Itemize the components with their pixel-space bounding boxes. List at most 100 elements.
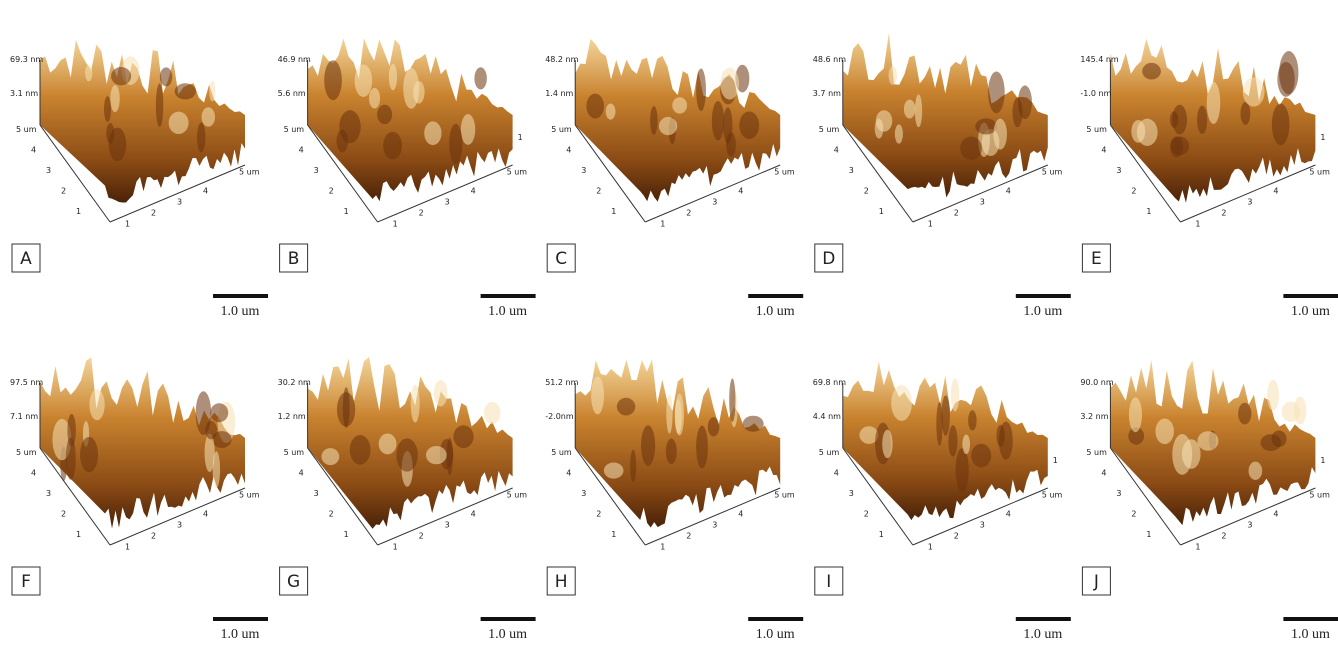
y-tick-label: 4 xyxy=(31,146,36,155)
surface-peak xyxy=(355,64,373,96)
surface-peak xyxy=(936,402,942,446)
x-tick-label: 1 xyxy=(393,543,398,552)
surface-peak xyxy=(426,446,447,464)
x-tick-label: 4 xyxy=(1006,187,1011,196)
surface-peak xyxy=(591,376,604,414)
x-tick-label: 5 um xyxy=(1042,168,1063,177)
x-tick-label: 4 xyxy=(1273,187,1278,196)
surface-peak xyxy=(396,438,417,471)
surface-peak xyxy=(85,65,92,82)
surface-peak xyxy=(1207,82,1221,124)
y-tick-label: 4 xyxy=(566,469,571,478)
x-tick-label: 5 um xyxy=(774,168,795,177)
y-tick-label: 5 um xyxy=(16,125,37,134)
surface-peak xyxy=(336,130,348,153)
surface-peak xyxy=(66,437,76,479)
surface-peak xyxy=(971,444,991,468)
surface-peak xyxy=(1294,397,1307,425)
surface-peak xyxy=(379,434,397,455)
surface-peak xyxy=(696,426,708,469)
surface-peak xyxy=(156,83,163,127)
surface-peak xyxy=(424,121,441,145)
y-tick-label: 5 um xyxy=(819,448,840,457)
x-tick-label: 1 xyxy=(928,220,933,229)
x-tick-label: 4 xyxy=(471,187,476,196)
side-tick-label: 1 xyxy=(1053,456,1058,465)
surface-peak xyxy=(383,132,402,160)
surface-peak xyxy=(915,94,922,127)
panel-label: J xyxy=(1093,572,1099,592)
x-tick-label: 1 xyxy=(1195,220,1200,229)
surface-peak xyxy=(389,64,397,91)
z-max-label: 90.0 nm xyxy=(1080,378,1113,387)
scale-label: 1.0 um xyxy=(1291,627,1330,642)
y-tick-label: 1 xyxy=(611,530,616,539)
surface-peak xyxy=(474,67,486,89)
y-tick-label: 1 xyxy=(1146,530,1151,539)
z-max-label: 97.5 nm xyxy=(10,378,43,387)
surface-peak xyxy=(696,69,706,112)
surface-peak xyxy=(604,463,624,479)
surface-peak xyxy=(1170,111,1178,128)
scale-bar xyxy=(481,294,536,298)
surface-peak xyxy=(650,106,657,135)
surface-peak xyxy=(202,107,216,127)
z-max-label: 69.3 nm xyxy=(10,55,43,64)
z-max-label: 69.8 nm xyxy=(813,378,846,387)
surface-peak xyxy=(606,104,616,120)
scale-label: 1.0 um xyxy=(488,304,527,319)
surface-peak xyxy=(80,437,98,472)
y-tick-label: 2 xyxy=(329,510,334,519)
y-tick-label: 1 xyxy=(344,530,349,539)
scale-bar xyxy=(1016,617,1071,621)
x-tick-label: 4 xyxy=(471,510,476,519)
scale-bar xyxy=(1283,617,1338,621)
afm-panel: 51.2 nm-2.0nm5 um432112345 umH1.0 um xyxy=(545,359,803,642)
surface-peak xyxy=(1271,431,1286,448)
y-tick-label: 2 xyxy=(864,510,869,519)
surface-peak xyxy=(210,403,228,422)
x-tick-label: 2 xyxy=(419,532,424,541)
z-mid-label: 5.6 nm xyxy=(278,89,306,98)
z-max-label: 46.9 nm xyxy=(278,55,311,64)
surface-peak xyxy=(951,378,959,411)
surface-peak xyxy=(617,398,635,416)
x-tick-label: 5 um xyxy=(774,491,795,500)
y-tick-label: 2 xyxy=(61,187,66,196)
surface-peak xyxy=(1277,62,1294,97)
y-tick-label: 5 um xyxy=(16,448,37,457)
surface-peak xyxy=(891,385,912,421)
x-tick-label: 3 xyxy=(177,198,182,207)
z-mid-label: 3.7 nm xyxy=(813,89,841,98)
surface-peak xyxy=(1243,77,1265,106)
surface-peak xyxy=(434,380,448,406)
x-tick-label: 3 xyxy=(445,198,450,207)
surface-peak xyxy=(708,417,720,436)
z-mid-label: 1.4 nm xyxy=(545,89,573,98)
panel-label: H xyxy=(555,572,568,592)
surface-peak xyxy=(672,97,687,113)
scale-bar xyxy=(748,294,803,298)
panel-label: B xyxy=(288,249,300,269)
x-tick-label: 5 um xyxy=(239,168,260,177)
x-tick-label: 5 um xyxy=(507,168,528,177)
surface-peak xyxy=(337,392,355,427)
y-tick-label: 5 um xyxy=(1086,448,1107,457)
x-tick-label: 2 xyxy=(1221,209,1226,218)
surface-peak xyxy=(666,394,672,433)
y-tick-label: 3 xyxy=(849,166,854,175)
surface-peak xyxy=(322,448,340,465)
y-tick-label: 4 xyxy=(1101,146,1106,155)
x-tick-label: 4 xyxy=(203,510,208,519)
y-tick-label: 2 xyxy=(596,510,601,519)
surface-peak xyxy=(350,435,371,465)
z-mid-label: -1.0 nm xyxy=(1080,89,1111,98)
x-tick-label: 5 um xyxy=(1309,491,1330,500)
x-tick-label: 5 um xyxy=(507,491,528,500)
x-tick-label: 5 um xyxy=(1042,491,1063,500)
z-max-label: 48.6 nm xyxy=(813,55,846,64)
z-mid-label: 7.1 nm xyxy=(10,412,38,421)
y-tick-label: 2 xyxy=(1131,510,1136,519)
surface-peak xyxy=(169,112,189,134)
